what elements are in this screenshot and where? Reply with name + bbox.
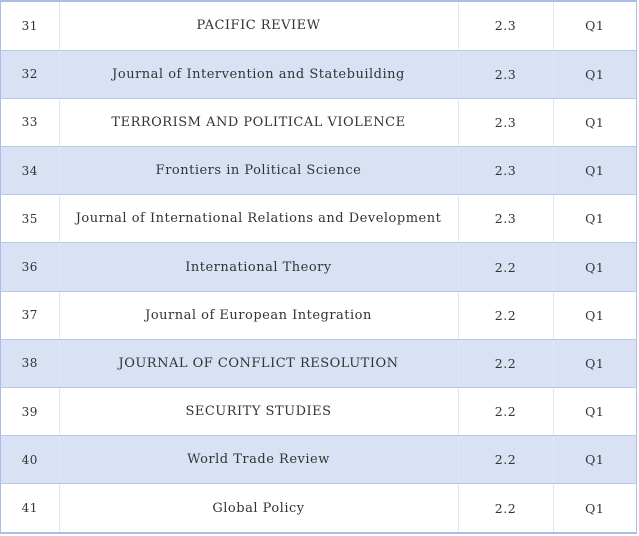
table-row: 40 World Trade Review 2.2 Q1 xyxy=(1,435,636,485)
quartile-cell: Q1 xyxy=(553,98,636,148)
rank-cell: 34 xyxy=(1,146,60,196)
rank-cell: 32 xyxy=(1,50,60,99)
impact-factor-cell: 2.2 xyxy=(458,483,554,533)
journal-name-cell: World Trade Review xyxy=(59,435,459,485)
impact-factor-cell: 2.3 xyxy=(458,98,554,148)
impact-factor-cell: 2.3 xyxy=(458,50,554,99)
journal-name-cell: TERRORISM AND POLITICAL VIOLENCE xyxy=(59,98,459,148)
impact-factor-cell: 2.2 xyxy=(458,435,554,485)
rank-cell: 37 xyxy=(1,291,60,340)
journal-name-cell: Journal of International Relations and D… xyxy=(59,194,459,244)
quartile-cell: Q1 xyxy=(553,50,636,99)
journal-name-cell: Global Policy xyxy=(59,483,459,533)
journal-name-cell: Journal of Intervention and Statebuildin… xyxy=(59,50,459,99)
impact-factor-cell: 2.2 xyxy=(458,339,554,389)
rank-cell: 41 xyxy=(1,483,60,533)
rank-cell: 33 xyxy=(1,98,60,148)
impact-factor-cell: 2.3 xyxy=(458,2,554,51)
impact-factor-cell: 2.2 xyxy=(458,242,554,292)
table-row: 36 International Theory 2.2 Q1 xyxy=(1,242,636,292)
quartile-cell: Q1 xyxy=(553,242,636,292)
table-row: 38 JOURNAL OF CONFLICT RESOLUTION 2.2 Q1 xyxy=(1,339,636,389)
rank-cell: 31 xyxy=(1,2,60,51)
journal-name-cell: International Theory xyxy=(59,242,459,292)
journal-name-cell: JOURNAL OF CONFLICT RESOLUTION xyxy=(59,339,459,389)
rank-cell: 36 xyxy=(1,242,60,292)
quartile-cell: Q1 xyxy=(553,194,636,244)
table-row: 32 Journal of Intervention and Statebuild… xyxy=(1,50,636,99)
quartile-cell: Q1 xyxy=(553,387,636,437)
rank-cell: 40 xyxy=(1,435,60,485)
rank-cell: 39 xyxy=(1,387,60,437)
table-row: 35 Journal of International Relations and… xyxy=(1,194,636,244)
quartile-cell: Q1 xyxy=(553,483,636,533)
impact-factor-cell: 2.3 xyxy=(458,146,554,196)
quartile-cell: Q1 xyxy=(553,291,636,340)
table-row: 37 Journal of European Integration 2.2 Q1 xyxy=(1,291,636,340)
table-row: 31 PACIFIC REVIEW 2.3 Q1 xyxy=(1,2,636,51)
rank-cell: 38 xyxy=(1,339,60,389)
journal-name-cell: SECURITY STUDIES xyxy=(59,387,459,437)
impact-factor-cell: 2.3 xyxy=(458,194,554,244)
impact-factor-cell: 2.2 xyxy=(458,291,554,340)
quartile-cell: Q1 xyxy=(553,339,636,389)
quartile-cell: Q1 xyxy=(553,2,636,51)
table-row: 34 Frontiers in Political Science 2.3 Q1 xyxy=(1,146,636,196)
quartile-cell: Q1 xyxy=(553,146,636,196)
table-row: 33 TERRORISM AND POLITICAL VIOLENCE 2.3 Q1 xyxy=(1,98,636,148)
impact-factor-cell: 2.2 xyxy=(458,387,554,437)
table-row: 41 Global Policy 2.2 Q1 xyxy=(1,483,636,533)
rank-cell: 35 xyxy=(1,194,60,244)
journal-name-cell: Journal of European Integration xyxy=(59,291,459,340)
journal-name-cell: PACIFIC REVIEW xyxy=(59,2,459,51)
table-row: 39 SECURITY STUDIES 2.2 Q1 xyxy=(1,387,636,437)
journal-name-cell: Frontiers in Political Science xyxy=(59,146,459,196)
quartile-cell: Q1 xyxy=(553,435,636,485)
